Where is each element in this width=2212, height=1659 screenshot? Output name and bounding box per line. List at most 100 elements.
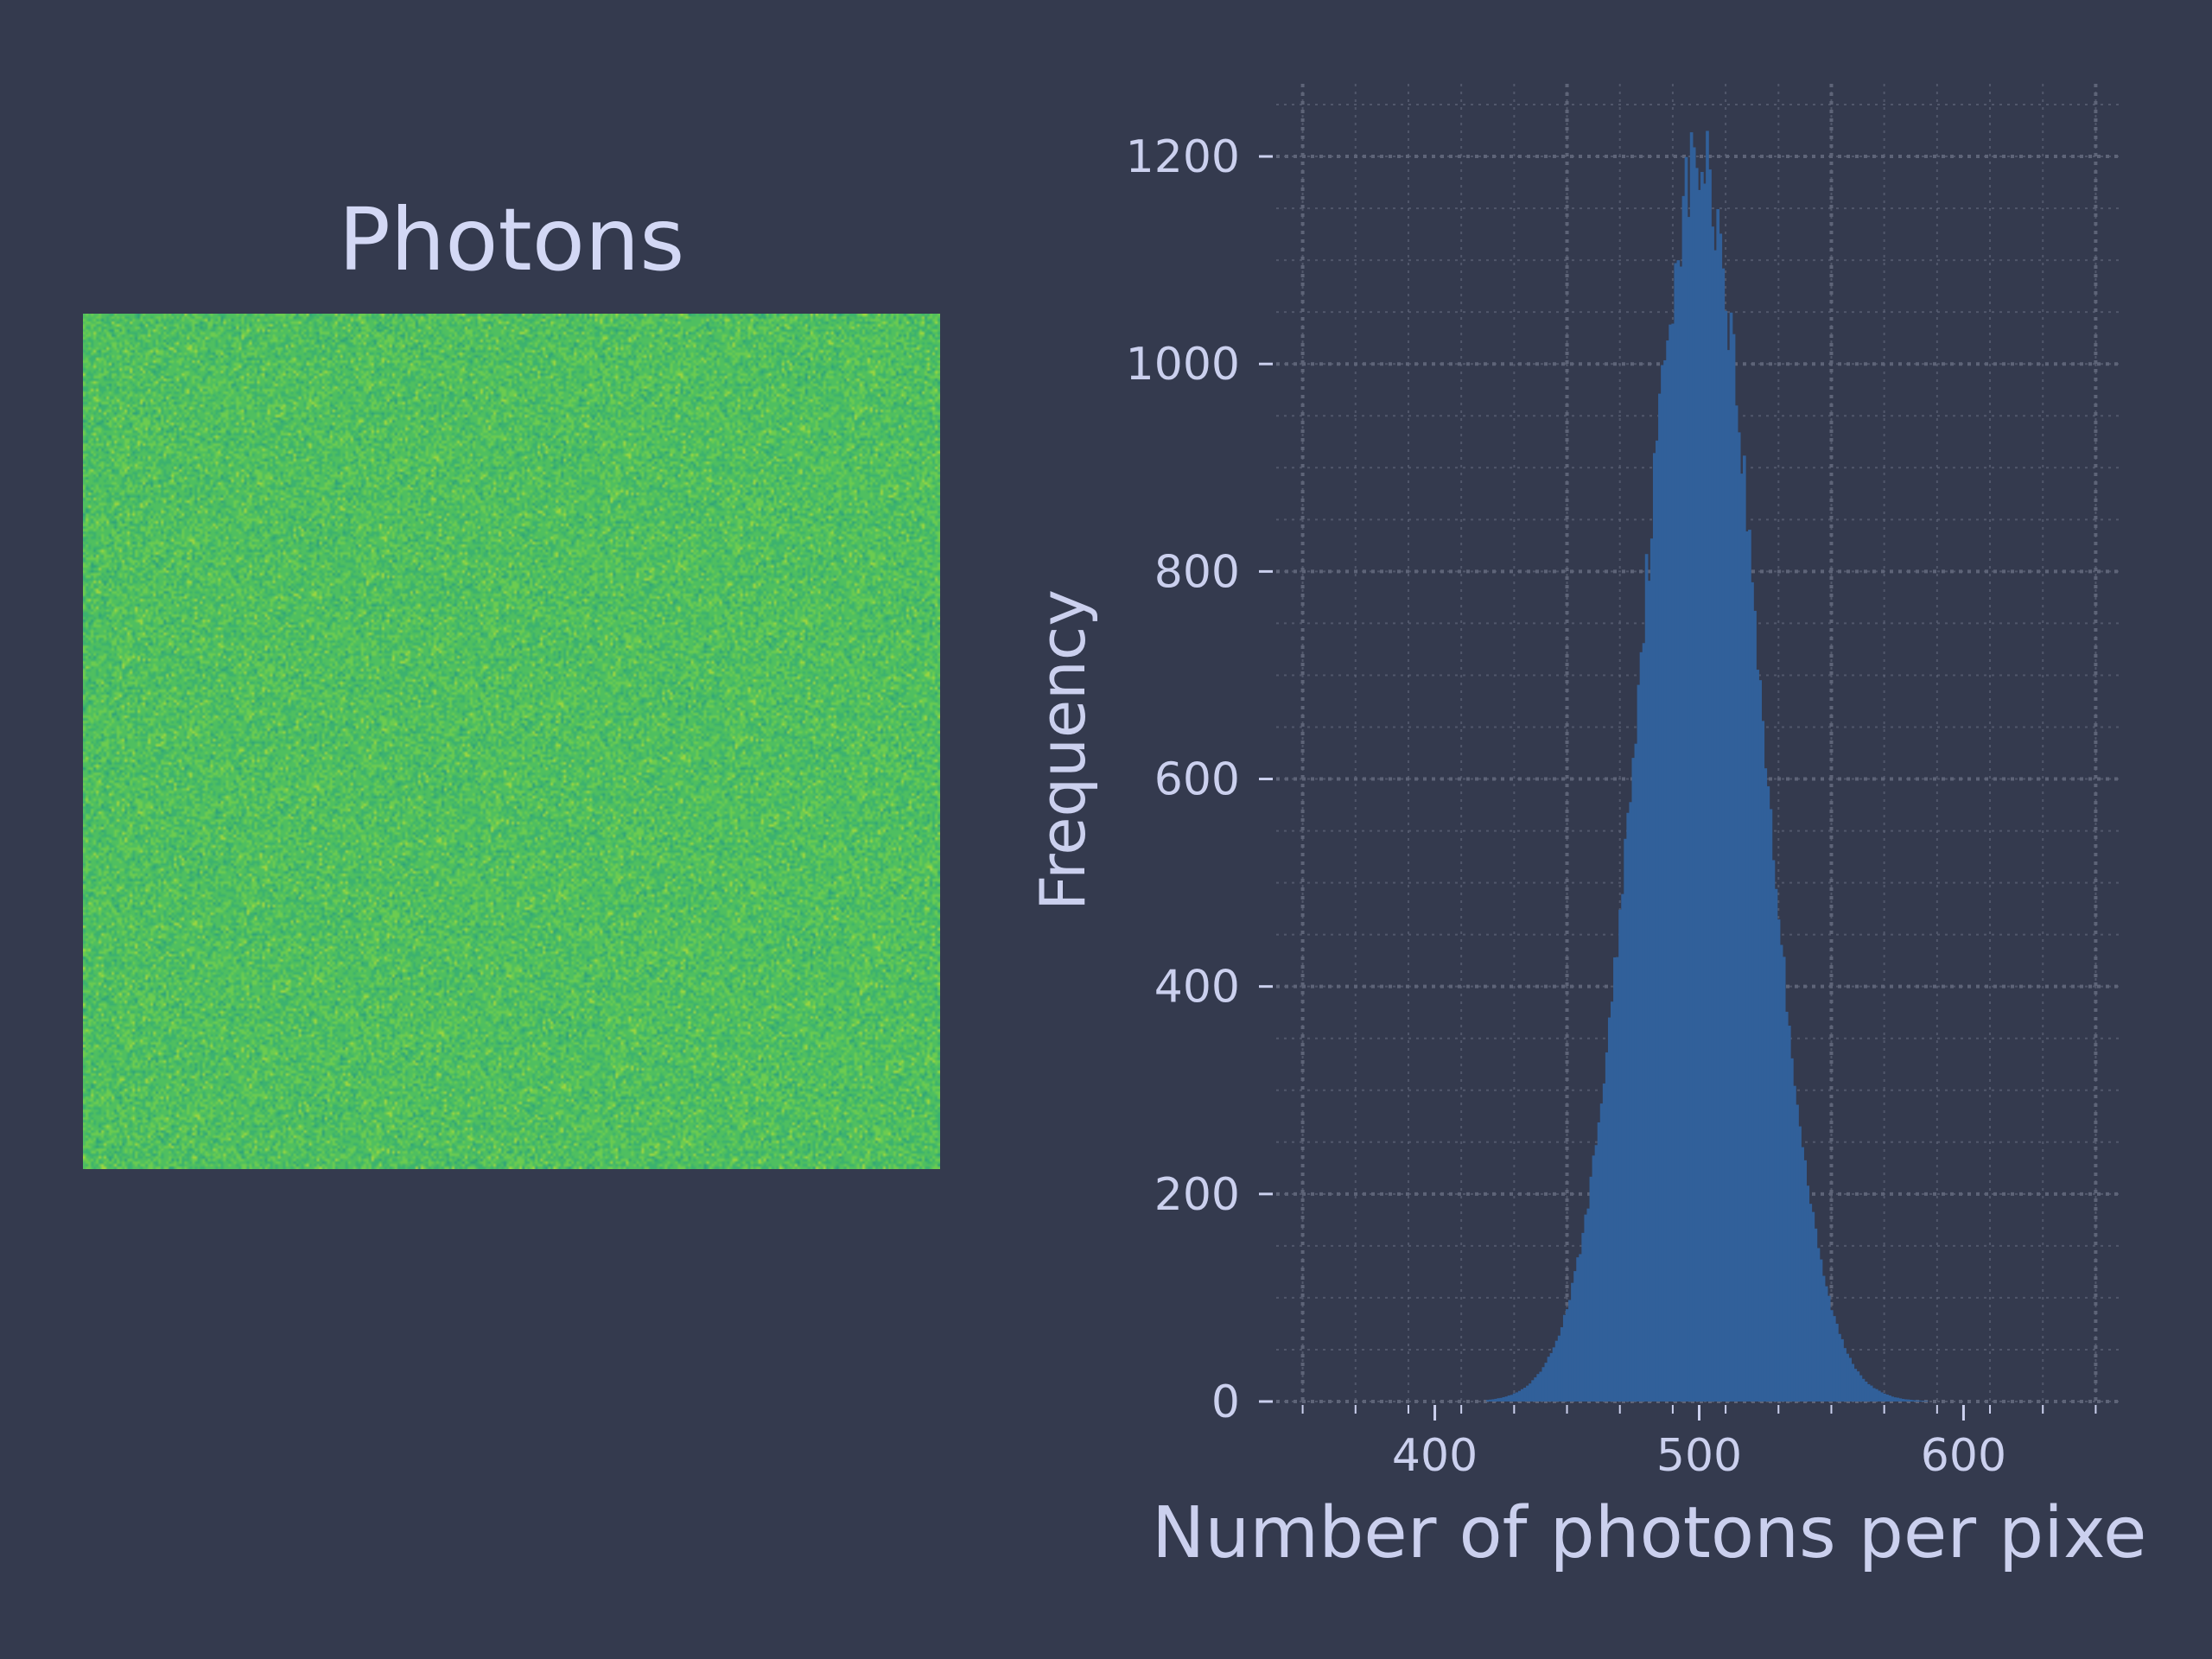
histogram-bar [1753, 610, 1757, 1402]
histogram-bar [1904, 1399, 1908, 1402]
histogram-bar [1554, 1340, 1559, 1402]
histogram-bar [1489, 1399, 1492, 1402]
histogram-bar [1676, 260, 1681, 1402]
histogram-bar [1568, 1300, 1572, 1402]
histogram-bar [1861, 1378, 1866, 1402]
histogram-bar [1687, 217, 1691, 1402]
y-tick-label: 1200 [1126, 131, 1240, 183]
histogram-bar [1716, 209, 1720, 1402]
chart-axes: 0 200 400 600 800 1000 1200 400 500 600 [1126, 131, 2097, 1482]
histogram-bar [1602, 1083, 1606, 1402]
histogram-bar [1853, 1369, 1858, 1402]
histogram-bar [1597, 1122, 1601, 1402]
y-axis-label: Frequency [1027, 589, 1099, 911]
histogram-bar [1777, 919, 1781, 1402]
histogram-bar [1616, 957, 1619, 1402]
histogram-bar [1779, 944, 1783, 1402]
histogram-bar [1621, 893, 1624, 1402]
histogram-bar [1793, 1085, 1796, 1402]
histogram-bar [1526, 1385, 1529, 1402]
histogram-bar [1726, 350, 1731, 1402]
histogram-bar [1891, 1396, 1894, 1402]
histogram-bar [1581, 1232, 1586, 1402]
histogram-bar [1523, 1388, 1527, 1402]
histogram-bar [1721, 268, 1726, 1402]
x-tick-label: 400 [1392, 1430, 1478, 1482]
histogram-bar [1782, 957, 1786, 1402]
histogram-bar [1737, 432, 1741, 1402]
histogram-bar [1919, 1401, 1923, 1402]
histogram-bar [1684, 156, 1688, 1402]
histogram-bar [1758, 680, 1762, 1402]
histogram-bar [1624, 838, 1627, 1402]
histogram-bar [1914, 1400, 1918, 1402]
histogram-bar [1584, 1214, 1588, 1402]
y-tick-label: 800 [1154, 546, 1240, 598]
histogram-bar [1771, 860, 1776, 1402]
histogram-bar [1512, 1393, 1516, 1402]
histogram-bar [1661, 365, 1664, 1402]
histogram-bar [1652, 453, 1656, 1402]
histogram-bar [1605, 1052, 1609, 1402]
histogram-bar [1639, 652, 1643, 1402]
histogram-bar [1851, 1363, 1855, 1402]
histogram-bar [1517, 1390, 1522, 1402]
histogram-bar [1787, 1026, 1791, 1402]
histogram-bar [1656, 440, 1659, 1402]
histogram-bar [1911, 1400, 1916, 1402]
x-tick-label: 600 [1921, 1430, 2006, 1482]
histogram-bar [1829, 1310, 1834, 1402]
histogram-bar [1835, 1323, 1839, 1402]
histogram-bar [1745, 531, 1749, 1402]
y-tick-label: 1000 [1126, 339, 1240, 391]
histogram-bar [1819, 1259, 1823, 1402]
histogram-bar [1494, 1398, 1498, 1402]
histogram-bar [1925, 1401, 1929, 1402]
histogram-bar [1888, 1395, 1891, 1402]
histogram-bar [1679, 266, 1683, 1402]
histogram-bar [1816, 1248, 1821, 1402]
histogram-bar [1594, 1145, 1599, 1402]
histogram-bar [1751, 582, 1754, 1402]
histogram-bar [1878, 1390, 1881, 1402]
histogram-bar [1923, 1401, 1926, 1402]
histogram-bar [1856, 1371, 1860, 1402]
histogram-bar [1729, 312, 1733, 1402]
histogram-bar [1515, 1392, 1519, 1402]
histogram-bar [1846, 1353, 1849, 1402]
histogram-bar [1541, 1367, 1546, 1402]
histogram-bar [1869, 1385, 1873, 1402]
histogram-bar [1885, 1394, 1889, 1402]
histogram-bar [1566, 1309, 1569, 1402]
histogram-bar [1827, 1295, 1831, 1402]
histogram-bar [1864, 1381, 1868, 1402]
histogram-bar [1803, 1160, 1808, 1402]
x-axis-label: Number of photons per pixe [1152, 1492, 2146, 1574]
histogram-bar [1893, 1397, 1897, 1402]
histogram-bar [1579, 1254, 1582, 1402]
histogram-bar [1883, 1393, 1886, 1402]
histogram-bar [1529, 1383, 1532, 1402]
photon-noise-image [83, 314, 940, 1169]
histogram-bar [1520, 1389, 1524, 1402]
histogram-bar [1703, 183, 1707, 1402]
y-tick-label: 200 [1154, 1169, 1240, 1221]
histogram-bar [1607, 1017, 1611, 1402]
histogram-bar [1790, 1058, 1794, 1402]
histogram-bar [1586, 1208, 1591, 1402]
histogram-bar [1798, 1126, 1802, 1402]
histogram-bar [1859, 1375, 1863, 1402]
histogram-bar [1769, 809, 1773, 1402]
histogram-bar [1536, 1374, 1541, 1402]
histogram-bar [1544, 1363, 1548, 1402]
histogram-bar [1497, 1398, 1501, 1402]
y-tick-label: 400 [1154, 962, 1240, 1014]
histogram-bar [1806, 1185, 1810, 1402]
histogram-bar [1557, 1335, 1561, 1402]
histogram-bar [1658, 393, 1662, 1402]
histogram-bar [1589, 1176, 1593, 1402]
histogram-bar [1713, 250, 1717, 1402]
histogram-bar [1560, 1327, 1564, 1402]
histogram-bar [1838, 1333, 1841, 1402]
